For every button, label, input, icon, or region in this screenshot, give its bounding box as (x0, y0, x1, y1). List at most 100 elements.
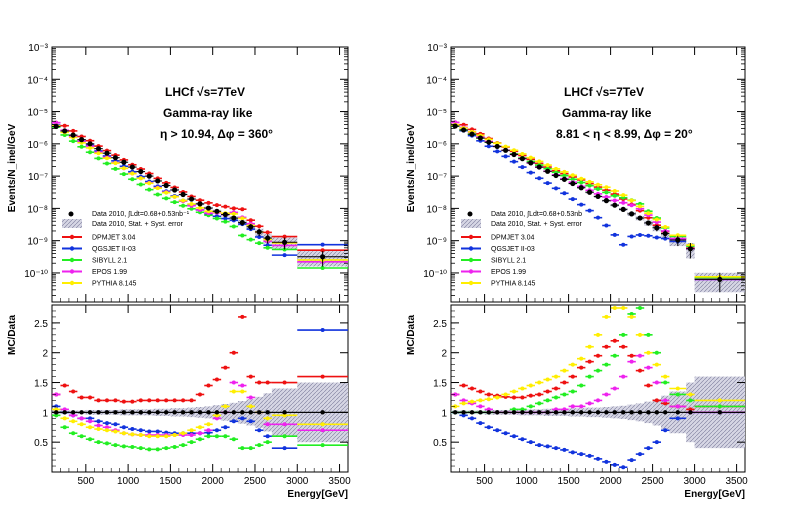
ratio-point (240, 446, 245, 451)
legend-model-label: QGSJET II-03 (491, 246, 535, 253)
data-point (477, 135, 483, 141)
data-point (553, 172, 559, 179)
ratio-point (587, 374, 592, 379)
model-point (320, 266, 325, 271)
ratio-point (231, 350, 236, 355)
ratio-point (113, 422, 118, 427)
model-point (528, 170, 533, 175)
ratio-point (54, 392, 59, 397)
legend-band-label: Data 2010, Stat. + Syst. error (92, 221, 184, 228)
ratio-point (104, 425, 109, 430)
legend-data-label: Data 2010, ∫Ldt=0.68+0.53nb (491, 211, 582, 218)
ratio-point (520, 437, 525, 442)
data-point (528, 160, 534, 166)
legend-model-label: PYTHIA 8.145 (92, 281, 136, 288)
data-point (320, 254, 326, 260)
ratio-point (596, 332, 600, 337)
model-point (579, 176, 584, 181)
ratio-point (206, 422, 211, 427)
model-point (96, 156, 101, 161)
ratio-point (461, 401, 466, 406)
ratio-point (62, 416, 67, 421)
ratio-point (663, 380, 668, 385)
ratio-point (223, 425, 228, 430)
ratio-point (240, 314, 245, 319)
data-point (121, 159, 127, 165)
ratio-point (282, 422, 287, 427)
model-point (231, 206, 236, 211)
ratio-point (130, 432, 135, 437)
model-point (172, 200, 177, 205)
ratio-point (528, 404, 533, 409)
model-point (663, 236, 668, 241)
model-point (71, 139, 76, 144)
ratio-point (604, 362, 609, 367)
ratio-point (461, 398, 466, 403)
ratio-point (562, 447, 567, 452)
ratio-point (206, 428, 211, 433)
model-point (638, 204, 642, 209)
ratio-point (113, 443, 118, 448)
model-point (554, 186, 558, 191)
ratio-point (79, 395, 84, 400)
data-point (675, 237, 681, 243)
ratio-point (612, 305, 617, 310)
model-point (113, 161, 118, 166)
ratio-tick-label: 2.5 (433, 319, 447, 330)
ratio-point (503, 431, 508, 436)
ratio-point (257, 428, 262, 433)
ratio-point (198, 392, 202, 397)
model-point (231, 224, 236, 229)
model-point (612, 193, 617, 198)
data-point (146, 173, 152, 179)
y-tick-label: 10⁻⁴ (27, 75, 48, 86)
legend-model-marker (69, 234, 75, 240)
model-point (562, 191, 567, 196)
ratio-point (104, 421, 109, 426)
x-tick-label: 1000 (515, 476, 538, 487)
data-point (104, 150, 110, 156)
legend-band-swatch (461, 219, 481, 228)
ratio-point (282, 380, 287, 385)
data-point (561, 176, 568, 182)
ratio-point (486, 407, 491, 412)
ratio-point (579, 383, 584, 388)
y-tick-label: 10⁻⁴ (426, 75, 447, 86)
ratio-point (88, 419, 93, 424)
ratio-point (147, 429, 152, 434)
model-point (172, 194, 177, 199)
ratio-point (621, 465, 626, 470)
ratio-point (596, 353, 600, 358)
ratio-point (88, 416, 93, 421)
model-point (265, 245, 270, 250)
ratio-point (478, 404, 483, 409)
model-point (545, 163, 550, 168)
model-point (646, 233, 651, 238)
model-point (621, 242, 626, 247)
ratio-point (214, 413, 219, 418)
ratio-point (282, 413, 287, 418)
ratio-point (621, 344, 626, 349)
ratio-point (663, 374, 668, 379)
y-tick-label: 10⁻⁹ (426, 237, 447, 248)
y-tick-label: 10⁻¹⁰ (24, 269, 48, 280)
legend-model-marker (69, 246, 75, 251)
y-tick-label: 10⁻⁶ (27, 140, 48, 151)
ratio-point (130, 399, 135, 404)
ratio-point (545, 398, 550, 403)
data-point (687, 246, 694, 252)
y-tick-label: 10⁻⁸ (426, 204, 447, 215)
ratio-point (113, 429, 118, 434)
ratio-point (478, 398, 483, 403)
data-point (112, 155, 119, 161)
model-point (621, 193, 626, 198)
ratio-point (629, 458, 634, 463)
model-point (113, 166, 118, 171)
ratio-point (604, 314, 609, 319)
data-point (637, 215, 643, 221)
ratio-point (223, 404, 228, 409)
model-point (320, 248, 325, 253)
ratio-tick-label: 2.5 (34, 319, 48, 330)
model-point (181, 198, 186, 203)
model-point (130, 171, 135, 176)
